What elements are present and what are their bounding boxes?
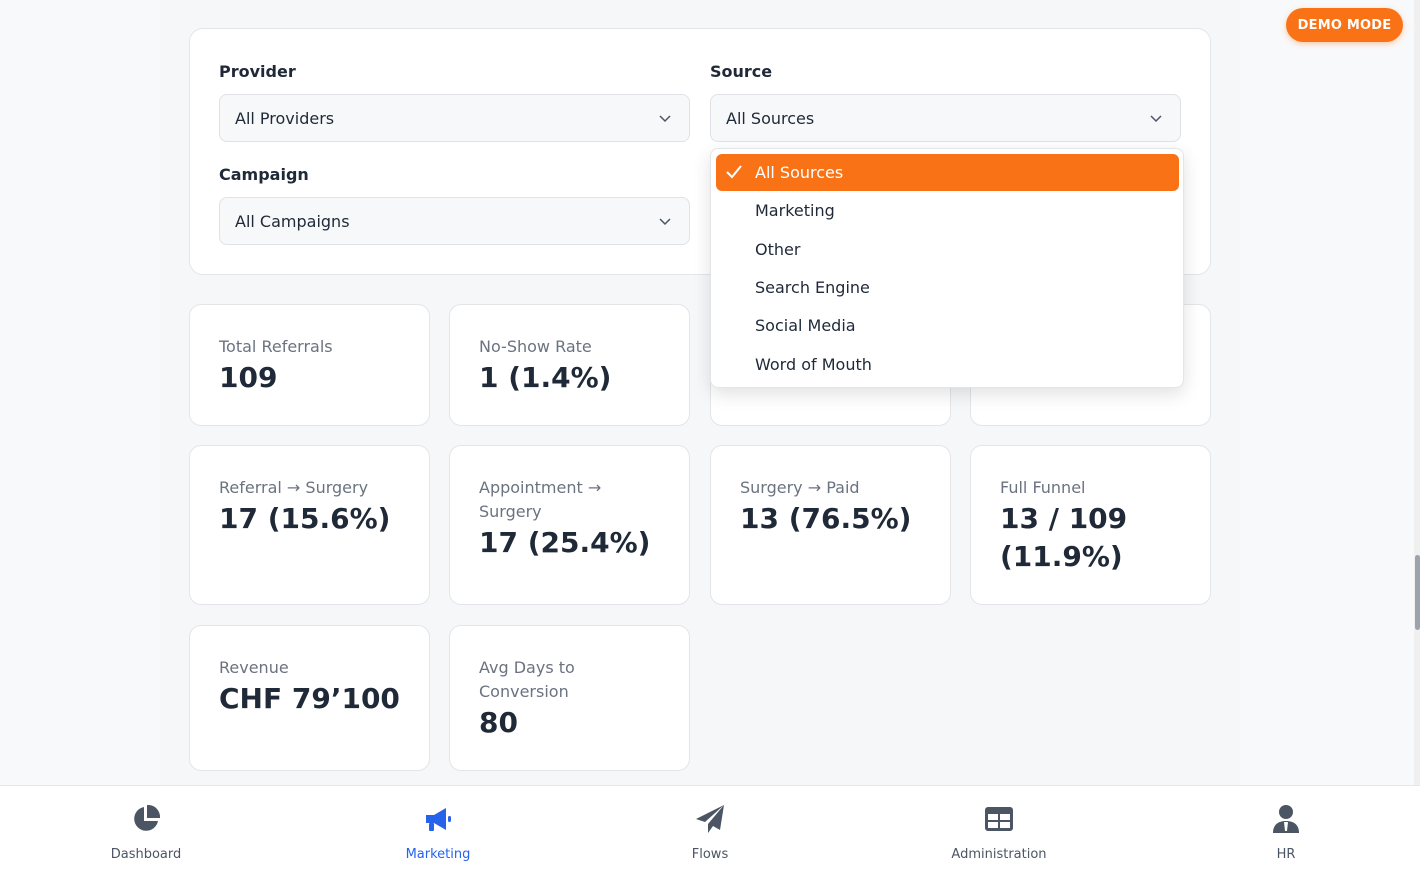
scrollbar-thumb[interactable] xyxy=(1415,555,1420,630)
metric-card-referral-surgery: Referral → Surgery 17 (15.6%) xyxy=(189,445,430,605)
metric-card-appointment-surgery: Appointment → Surgery 17 (25.4%) xyxy=(449,445,690,605)
bottom-nav: Dashboard Marketing Flows Administration xyxy=(0,785,1420,877)
campaign-select-value: All Campaigns xyxy=(235,211,350,231)
dropdown-option-social-media[interactable]: Social Media xyxy=(716,307,1179,344)
source-select-value: All Sources xyxy=(726,108,815,128)
metric-card-full-funnel: Full Funnel 13 / 109 (11.9%) xyxy=(970,445,1211,605)
nav-label: Dashboard xyxy=(110,847,182,862)
campaign-label: Campaign xyxy=(219,165,309,184)
dropdown-option-label: All Sources xyxy=(755,163,844,182)
metric-card-surgery-paid: Surgery → Paid 13 (76.5%) xyxy=(710,445,951,605)
metric-value: 17 (25.4%) xyxy=(479,526,651,559)
chevron-down-icon xyxy=(659,218,671,226)
dropdown-option-word-of-mouth[interactable]: Word of Mouth xyxy=(716,346,1179,383)
metric-card-revenue: Revenue CHF 79’100 xyxy=(189,625,430,771)
nav-item-marketing[interactable]: Marketing xyxy=(388,786,488,877)
provider-label: Provider xyxy=(219,62,296,81)
nav-label: Marketing xyxy=(405,847,471,862)
metric-value: 1 (1.4%) xyxy=(479,361,612,394)
nav-label: Flows xyxy=(691,847,729,862)
check-icon xyxy=(726,165,742,179)
provider-select[interactable]: All Providers xyxy=(219,94,690,142)
metric-label: Full Funnel xyxy=(1000,478,1086,497)
dropdown-option-marketing[interactable]: Marketing xyxy=(716,192,1179,229)
metric-card-avg-days: Avg Days to Conversion 80 xyxy=(449,625,690,771)
scrollbar-track[interactable] xyxy=(1414,0,1420,785)
pie-chart-icon xyxy=(134,804,161,831)
dropdown-option-label: Word of Mouth xyxy=(755,355,872,374)
chevron-down-icon xyxy=(1150,115,1162,123)
metric-label: Avg Days to Conversion xyxy=(479,658,575,701)
dropdown-option-label: Other xyxy=(755,240,801,259)
metric-value: CHF 79’100 xyxy=(219,682,400,715)
demo-mode-badge[interactable]: DEMO MODE xyxy=(1286,8,1403,42)
chevron-down-icon xyxy=(659,115,671,123)
metric-value: 13 (76.5%) xyxy=(740,502,912,535)
megaphone-icon xyxy=(426,808,451,831)
dropdown-option-label: Social Media xyxy=(755,316,856,335)
metric-label: No-Show Rate xyxy=(479,337,592,356)
metric-value: 109 xyxy=(219,361,278,394)
dropdown-option-label: Marketing xyxy=(755,201,835,220)
metric-value: 13 / 109 (11.9%) xyxy=(1000,502,1128,573)
dropdown-option-other[interactable]: Other xyxy=(716,231,1179,268)
source-label: Source xyxy=(710,62,773,81)
source-dropdown-menu: All Sources Marketing Other Search Engin… xyxy=(710,148,1184,388)
nav-item-dashboard[interactable]: Dashboard xyxy=(96,786,196,877)
nav-label: HR xyxy=(1276,847,1296,862)
dropdown-option-search-engine[interactable]: Search Engine xyxy=(716,269,1179,306)
metric-label: Appointment → Surgery xyxy=(479,478,602,521)
nav-label: Administration xyxy=(951,847,1047,862)
table-icon xyxy=(985,807,1013,831)
metric-label: Total Referrals xyxy=(219,337,333,356)
campaign-select[interactable]: All Campaigns xyxy=(219,197,690,245)
metric-value: 17 (15.6%) xyxy=(219,502,391,535)
source-select[interactable]: All Sources xyxy=(710,94,1181,142)
paper-plane-icon xyxy=(696,805,724,833)
metric-card-no-show-rate: No-Show Rate 1 (1.4%) xyxy=(449,304,690,426)
user-tie-icon xyxy=(1273,805,1299,833)
metric-value: 80 xyxy=(479,706,518,739)
dropdown-option-label: Search Engine xyxy=(755,278,870,297)
metric-card-total-referrals: Total Referrals 109 xyxy=(189,304,430,426)
metric-label: Referral → Surgery xyxy=(219,478,369,497)
dropdown-option-all-sources[interactable]: All Sources xyxy=(716,154,1179,191)
nav-item-flows[interactable]: Flows xyxy=(660,786,760,877)
provider-select-value: All Providers xyxy=(235,108,335,128)
nav-item-administration[interactable]: Administration xyxy=(939,786,1059,877)
nav-item-hr[interactable]: HR xyxy=(1246,786,1326,877)
metric-label: Revenue xyxy=(219,658,289,677)
metric-label: Surgery → Paid xyxy=(740,478,860,497)
